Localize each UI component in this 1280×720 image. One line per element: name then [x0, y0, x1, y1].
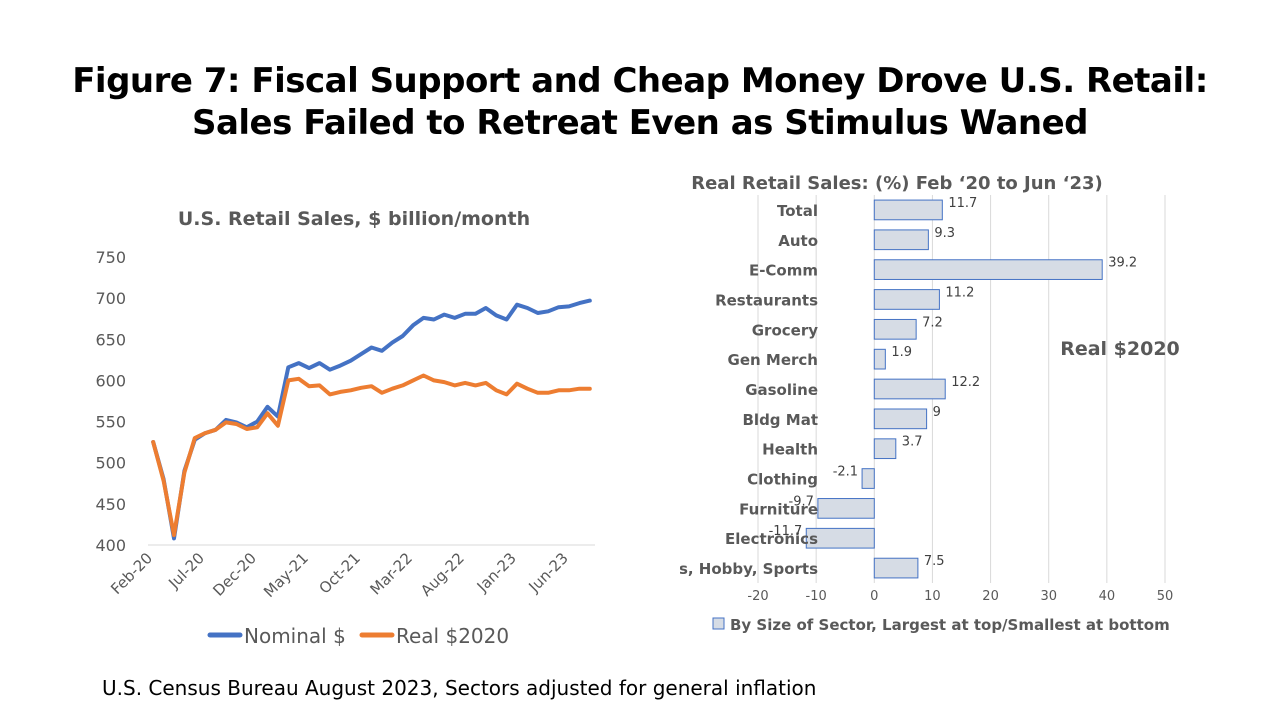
bar-x-tick-label: 0 [870, 589, 878, 604]
bar-category-label: Electronics [725, 530, 818, 548]
bar-value-label: 1.9 [891, 345, 912, 360]
bar [873, 229, 929, 251]
retail-sales-line-chart: U.S. Retail Sales, $ billion/month 750 70… [95, 208, 595, 648]
bar [873, 408, 928, 430]
y-tick-label: 450 [95, 495, 126, 514]
x-tick-label: Feb-20 [107, 549, 156, 598]
bar-category-label: Total [777, 202, 818, 220]
bar-value-label: 3.7 [902, 435, 923, 450]
y-tick-label: 500 [95, 454, 126, 473]
bar-category-label: Bldg Mat [743, 411, 819, 429]
bar-category-label: Health [762, 441, 818, 459]
bar-value-label: -2.1 [833, 465, 858, 480]
source-footnote: U.S. Census Bureau August 2023, Sectors … [102, 676, 817, 700]
y-tick-label: 750 [95, 248, 126, 267]
bar [873, 348, 886, 370]
bar [873, 259, 1103, 280]
bar [817, 498, 875, 519]
line-chart-title: U.S. Retail Sales, $ billion/month [178, 208, 530, 230]
bar-chart-title: Real Retail Sales: (%) Feb ‘20 to Jun ‘2… [691, 173, 1103, 194]
x-tick-label: May-21 [260, 549, 312, 601]
figure-title: Figure 7: Fiscal Support and Cheap Money… [0, 60, 1280, 144]
bar-category-label: Auto [778, 232, 818, 250]
bar-category-label: Clothing [747, 471, 818, 489]
bar-x-tick-label: 10 [924, 589, 941, 604]
bar [873, 318, 917, 340]
bar-chart-legend: By Size of Sector, Largest at top/Smalle… [712, 616, 1170, 634]
line-chart-legend: Nominal $ Real $2020 [207, 624, 509, 648]
bar-x-tick-label: 30 [1040, 589, 1057, 604]
title-line-2: Sales Failed to Retreat Even as Stimulus… [191, 103, 1089, 143]
bar-category-label: Restaurants [715, 291, 818, 309]
bar-value-label: 9 [933, 405, 941, 420]
x-tick-label: Aug-22 [417, 549, 468, 600]
bar-category-label: Books, Hobby, Sports [680, 560, 818, 578]
bar-value-label: 11.7 [948, 196, 977, 211]
x-tick-label: Oct-21 [316, 549, 364, 597]
y-tick-label: 400 [95, 536, 126, 555]
bar [873, 289, 940, 310]
bar-x-tick-label: 20 [982, 589, 999, 604]
bar-value-label: -9.7 [789, 494, 814, 509]
bar-value-label: 7.2 [922, 315, 943, 330]
bar-value-label: 12.2 [951, 375, 980, 390]
bar-category-label: Furniture [739, 500, 818, 518]
y-tick-label: 700 [95, 289, 126, 308]
x-tick-label: Jan-23 [473, 549, 520, 596]
y-tick-label: 600 [95, 371, 126, 390]
real-retail-bar-chart: Real Retail Sales: (%) Feb ‘20 to Jun ‘2… [680, 173, 1180, 634]
x-tick-label: Dec-20 [209, 549, 260, 600]
bar-value-label: 39.2 [1108, 256, 1137, 271]
bar [873, 199, 943, 221]
bar [873, 378, 946, 400]
bar-value-label: 9.3 [934, 226, 955, 241]
legend-label-nominal: Nominal $ [244, 624, 346, 648]
bar-x-tick-label: -10 [806, 589, 827, 604]
bar-x-tick-label: 40 [1099, 589, 1116, 604]
bar-value-label: 11.2 [945, 285, 974, 300]
x-tick-label: Jun-23 [525, 549, 572, 596]
bar [805, 527, 875, 549]
bar [873, 557, 919, 579]
bar [873, 438, 897, 460]
x-tick-label: Jul-20 [164, 549, 208, 593]
bar-legend-swatch [712, 617, 725, 630]
y-tick-label: 550 [95, 413, 126, 432]
bar-category-label: Gen Merch [728, 351, 818, 369]
real-series-line [151, 373, 592, 538]
legend-label-real: Real $2020 [396, 624, 509, 648]
bar-value-label: 7.5 [924, 554, 945, 569]
y-tick-label: 650 [95, 330, 126, 349]
bar-category-label: E-Comm [749, 262, 818, 280]
bar-value-label: -11.7 [769, 524, 803, 539]
bar [861, 468, 875, 489]
bar-legend-label: By Size of Sector, Largest at top/Smalle… [730, 616, 1170, 634]
x-tick-label: Mar-22 [367, 549, 416, 598]
nominal-series-line [151, 298, 592, 541]
bar-category-label: Grocery [752, 321, 818, 339]
bar-x-tick-label: 50 [1157, 589, 1174, 604]
title-line-1: Figure 7: Fiscal Support and Cheap Money… [72, 61, 1208, 101]
bar-chart-annotation: Real $2020 [1060, 338, 1180, 360]
bar-x-tick-label: -20 [747, 589, 768, 604]
bar-category-label: Gasoline [745, 381, 818, 399]
